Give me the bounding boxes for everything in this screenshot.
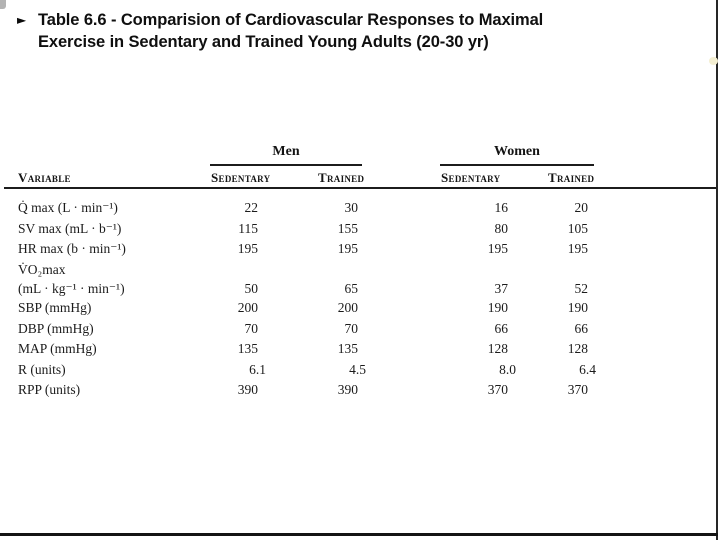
value-cell: 195	[337, 241, 358, 256]
value-cell: 70	[244, 320, 259, 336]
variable-cell: RPP (units)	[18, 382, 81, 397]
value-cell: 30	[344, 200, 359, 215]
scan-artifact-dot	[709, 57, 718, 65]
table-row: V̇O₂max (mL · kg⁻¹ · min⁻¹) 50 65 37 52	[0, 260, 720, 300]
table-row: Q̇ max (L · min⁻¹) 22 30 16 20	[0, 198, 720, 218]
table-row: RPP (units) 390 390 370 370	[0, 380, 720, 400]
value-cell: 135	[237, 341, 258, 356]
variable-cell: V̇O₂max (mL · kg⁻¹ · min⁻¹)	[18, 261, 125, 296]
right-edge-line	[716, 0, 718, 540]
value-cell: 66	[574, 320, 589, 336]
value-cell: 190	[487, 300, 508, 315]
bullet-triangle-icon: ►	[17, 13, 27, 27]
value-cell: 22	[244, 200, 259, 215]
table-row: SV max (mL · b⁻¹) 115 155 80 105	[0, 219, 720, 239]
value-cell: 370	[567, 382, 588, 397]
value-cell: 115	[238, 220, 258, 236]
value-cell: 105	[567, 220, 588, 236]
value-cell: 16	[494, 200, 509, 215]
value-cell: 52	[574, 280, 589, 296]
column-header-men-sedentary: Sedentary	[211, 170, 271, 185]
table-row: R (units) 6.1 4.5 8.0 6.4	[0, 360, 720, 380]
table-row: HR max (b · min⁻¹) 195 195 195 195	[0, 239, 720, 259]
table-row: MAP (mmHg) 135 135 128 128	[0, 339, 720, 359]
value-cell: 50	[244, 280, 259, 296]
variable-cell: DBP (mmHg)	[18, 320, 94, 336]
group-header-men: Men	[272, 144, 300, 159]
value-cell: 200	[237, 300, 258, 315]
value-cell: 370	[487, 382, 508, 397]
column-header-women-sedentary: Sedentary	[441, 170, 501, 185]
slide-title: Table 6.6 - Comparision of Cardiovascula…	[38, 11, 544, 51]
value-cell: 8.0	[499, 361, 516, 377]
value-cell: 195	[567, 241, 588, 256]
value-cell: 200	[337, 300, 358, 315]
value-cell: 155	[337, 220, 358, 236]
men-underline	[210, 164, 362, 166]
value-cell: 6.1	[249, 361, 266, 377]
scan-smudge	[0, 0, 6, 9]
variable-cell: Q̇ max (L · min⁻¹)	[18, 200, 118, 215]
table-row: DBP (mmHg) 70 70 66 66	[0, 319, 720, 339]
variable-cell: R (units)	[18, 361, 66, 377]
column-header-men-trained: Trained	[318, 170, 365, 185]
value-cell: 6.4	[579, 361, 596, 377]
value-cell: 390	[237, 382, 258, 397]
bottom-bar	[0, 533, 718, 536]
value-cell: 4.5	[349, 361, 366, 377]
header-rule	[4, 187, 718, 189]
value-cell: 66	[494, 320, 509, 336]
group-header-women: Women	[494, 144, 540, 159]
women-underline	[440, 164, 594, 166]
value-cell: 128	[567, 341, 588, 356]
value-cell: 128	[487, 341, 508, 356]
table-row: SBP (mmHg) 200 200 190 190	[0, 298, 720, 318]
variable-cell: MAP (mmHg)	[18, 341, 97, 356]
value-cell: 65	[344, 280, 359, 296]
variable-cell: SBP (mmHg)	[18, 300, 92, 315]
value-cell: 190	[567, 300, 588, 315]
variable-cell: SV max (mL · b⁻¹)	[18, 220, 122, 236]
value-cell: 390	[337, 382, 358, 397]
value-cell: 195	[487, 241, 508, 256]
value-cell: 70	[344, 320, 359, 336]
value-cell: 37	[494, 280, 509, 296]
column-header-variable: Variable	[18, 170, 71, 185]
variable-cell: HR max (b · min⁻¹)	[18, 241, 126, 256]
value-cell: 20	[574, 200, 589, 215]
column-header-women-trained: Trained	[548, 170, 595, 185]
value-cell: 80	[494, 220, 509, 236]
value-cell: 135	[337, 341, 358, 356]
value-cell: 195	[237, 241, 258, 256]
